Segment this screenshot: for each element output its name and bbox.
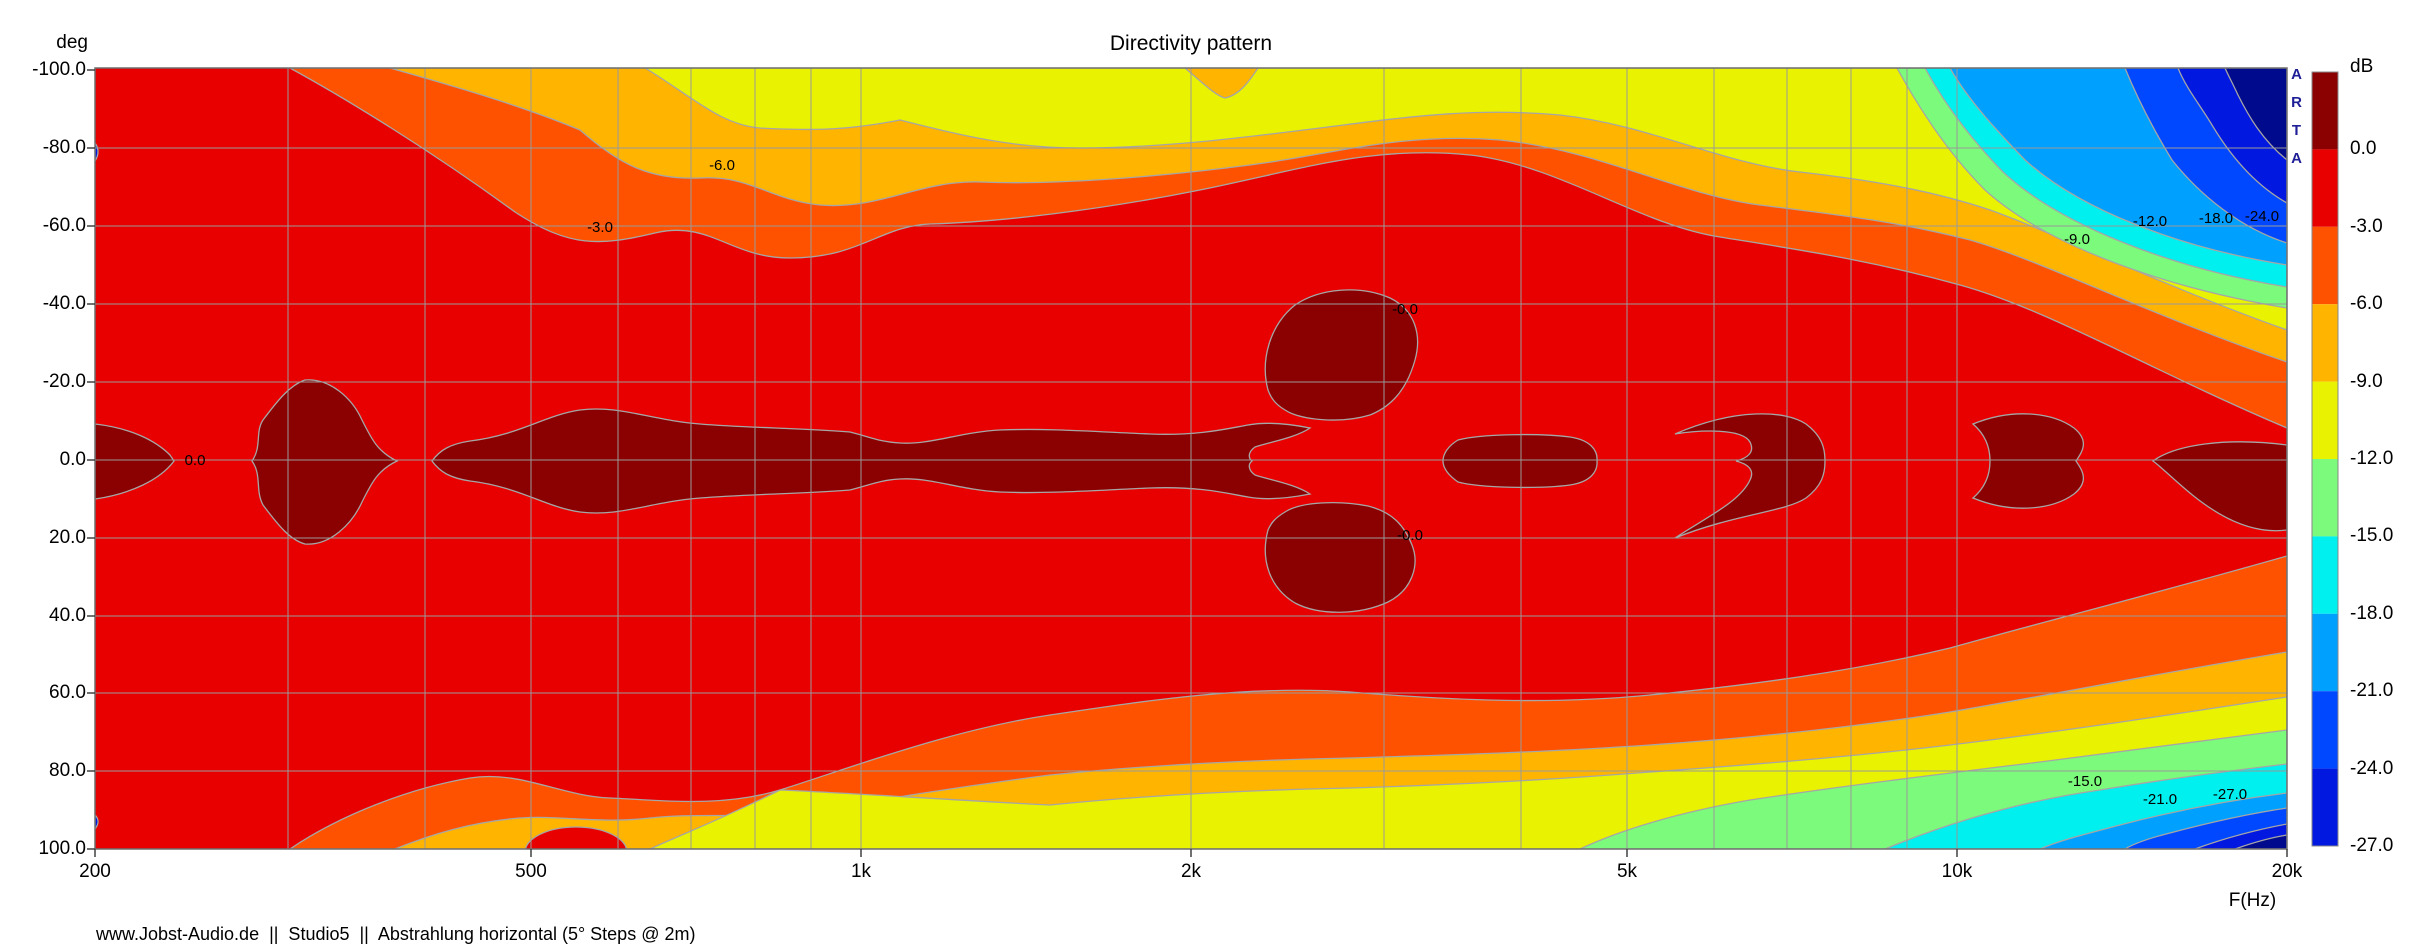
y-tick-label: -20.0 bbox=[42, 371, 86, 392]
colorbar-tick-label: -9.0 bbox=[2350, 371, 2383, 392]
colorbar-tick-label: -15.0 bbox=[2350, 525, 2394, 546]
colorbar-tick-label: -12.0 bbox=[2350, 448, 2394, 469]
contour-label: -9.0 bbox=[2064, 231, 2090, 248]
colorbar-title: dB bbox=[2350, 56, 2374, 77]
arta-watermark: ARTA bbox=[2288, 66, 2305, 178]
colorbar-tick-label: -3.0 bbox=[2350, 216, 2383, 237]
colorbar-tick-label: 0.0 bbox=[2350, 138, 2377, 159]
band-bottom-red-pocket bbox=[524, 826, 628, 849]
colorbar-tick-label: -21.0 bbox=[2350, 680, 2394, 701]
y-tick-label: -60.0 bbox=[42, 215, 86, 236]
x-tick-label: 500 bbox=[515, 861, 547, 882]
colorbar bbox=[2311, 71, 2339, 847]
x-tick-label: 2k bbox=[1180, 861, 1202, 882]
y-tick-label: 60.0 bbox=[49, 682, 86, 703]
x-axis-title: F(Hz) bbox=[2228, 890, 2277, 911]
colorbar-tick-label: -24.0 bbox=[2350, 758, 2394, 779]
contour-label: -21.0 bbox=[2142, 791, 2178, 808]
contour-label: -12.0 bbox=[2132, 213, 2168, 230]
contour-label: 0.0 bbox=[184, 452, 206, 469]
contour-label: -0.0 bbox=[1392, 301, 1418, 318]
zero-db-lobe bbox=[2151, 441, 2287, 532]
contour-label: -27.0 bbox=[2212, 786, 2248, 803]
contour-label: -15.0 bbox=[2067, 773, 2103, 790]
band-top-orange-notch bbox=[1183, 68, 1259, 99]
zero-db-lobe bbox=[1971, 413, 2084, 509]
y-tick-label: 100.0 bbox=[38, 838, 86, 859]
y-tick-label: 80.0 bbox=[49, 760, 86, 781]
colorbar-tick-label: -27.0 bbox=[2350, 835, 2394, 856]
x-tick-label: 20k bbox=[2271, 861, 2303, 882]
zero-db-lobe bbox=[1264, 501, 1416, 613]
zero-db-lobe bbox=[431, 408, 1312, 514]
contour-label: -18.0 bbox=[2198, 210, 2234, 227]
zero-db-lobe bbox=[95, 423, 175, 500]
axis-ticks bbox=[87, 69, 2288, 857]
contour-label: -24.0 bbox=[2244, 208, 2280, 225]
band-topright-darknavy bbox=[2224, 68, 2287, 161]
page-title: Directivity pattern bbox=[1109, 32, 1273, 55]
y-tick-label: 40.0 bbox=[49, 605, 86, 626]
y-tick-label: -40.0 bbox=[42, 293, 86, 314]
y-tick-label: -100.0 bbox=[32, 59, 86, 80]
footer-caption: www.Jobst-Audio.de || Studio5 || Abstrah… bbox=[96, 924, 696, 944]
colorbar-tick-label: -6.0 bbox=[2350, 293, 2383, 314]
colorbar-tick-label: -18.0 bbox=[2350, 603, 2394, 624]
y-tick-label: -80.0 bbox=[42, 137, 86, 158]
grid-lines bbox=[95, 68, 2287, 849]
zero-db-lobe bbox=[1442, 433, 1598, 489]
zero-db-lobe bbox=[1264, 289, 1419, 421]
band-top-yellow bbox=[643, 68, 2287, 331]
band-bottomright-darknavy bbox=[2234, 834, 2287, 849]
x-tick-label: 5k bbox=[1616, 861, 1638, 882]
y-axis-title: deg bbox=[56, 32, 88, 53]
x-tick-label: 200 bbox=[79, 861, 111, 882]
contour-label: -6.0 bbox=[709, 157, 735, 174]
x-tick-label: 10k bbox=[1941, 861, 1973, 882]
x-tick-label: 1k bbox=[850, 861, 872, 882]
y-tick-label: 20.0 bbox=[49, 527, 86, 548]
contour-label: -0.0 bbox=[1397, 527, 1423, 544]
contour-label: -3.0 bbox=[587, 219, 613, 236]
y-tick-label: 0.0 bbox=[59, 449, 86, 470]
